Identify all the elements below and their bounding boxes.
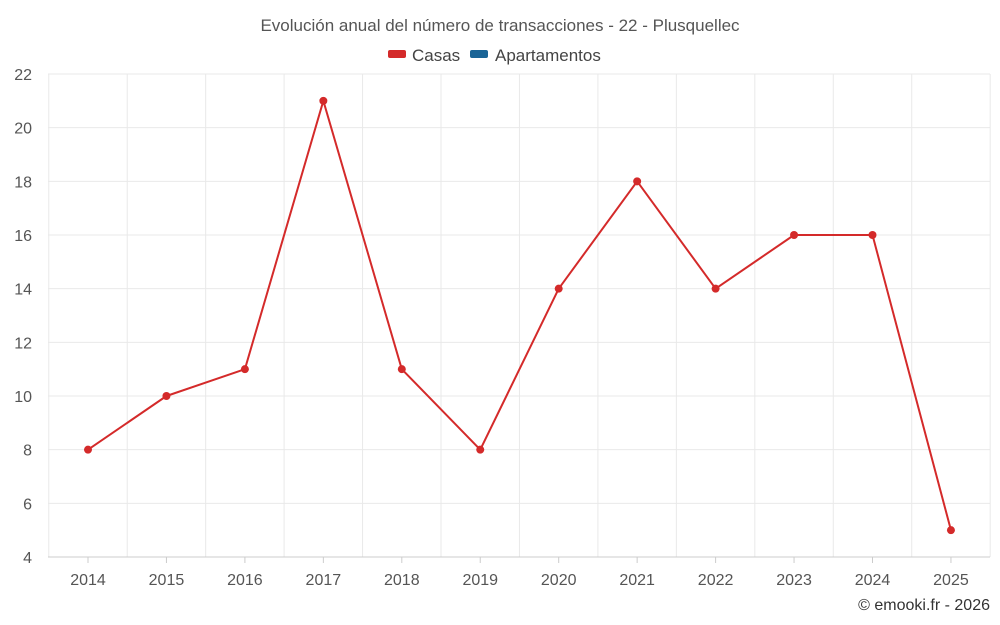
legend-swatch-casas[interactable] — [388, 50, 406, 58]
data-point[interactable] — [84, 445, 92, 454]
x-tick-label: 2018 — [384, 572, 420, 589]
data-point[interactable] — [868, 231, 877, 239]
x-tick-label: 2014 — [70, 572, 106, 589]
data-point[interactable] — [790, 231, 799, 239]
x-tick-label: 2025 — [933, 572, 969, 589]
series-casas — [84, 96, 955, 535]
data-point[interactable] — [711, 284, 720, 293]
x-tick-label: 2019 — [462, 572, 498, 589]
y-tick-label: 4 — [23, 550, 32, 567]
x-tick-label: 2017 — [306, 572, 342, 589]
y-tick-label: 8 — [23, 443, 32, 460]
y-tick-label: 14 — [14, 282, 32, 299]
x-tick-label: 2015 — [149, 572, 185, 589]
x-axis-ticks: 2014 2015 2016 2017 2018 2019 2020 2021 2022 2023… — [70, 557, 969, 589]
x-tick-label: 2020 — [541, 572, 577, 589]
y-tick-label: 12 — [14, 335, 32, 352]
x-tick-label: 2023 — [776, 572, 812, 589]
series-line-casas — [87, 99, 952, 531]
chart-title: Evolución anual del número de transaccio… — [260, 16, 740, 35]
y-tick-label: 16 — [14, 228, 32, 245]
data-point[interactable] — [633, 177, 642, 186]
legend-label-casas[interactable]: Casas — [412, 46, 460, 65]
data-point[interactable] — [162, 392, 171, 400]
credit-text: © emooki.fr - 2026 — [858, 597, 990, 614]
y-axis-ticks: 4 6 8 10 12 14 16 18 20 22 — [14, 67, 32, 567]
legend: Casas Apartamentos — [388, 46, 601, 65]
data-point[interactable] — [946, 526, 955, 535]
y-tick-label: 18 — [14, 174, 32, 191]
legend-label-apartamentos[interactable]: Apartamentos — [495, 46, 601, 65]
data-point[interactable] — [240, 365, 249, 374]
data-point[interactable] — [319, 96, 328, 105]
data-point[interactable] — [476, 445, 485, 454]
data-point[interactable] — [397, 365, 406, 374]
x-tick-label: 2024 — [855, 572, 891, 589]
y-tick-label: 20 — [14, 121, 32, 138]
y-tick-label: 10 — [14, 389, 32, 406]
grid-lines — [48, 73, 991, 557]
y-tick-label: 22 — [14, 67, 32, 84]
data-point[interactable] — [554, 284, 563, 293]
x-tick-label: 2016 — [227, 572, 263, 589]
legend-swatch-apartamentos[interactable] — [470, 50, 488, 58]
y-tick-label: 6 — [23, 496, 32, 513]
x-tick-label: 2021 — [619, 572, 655, 589]
x-tick-label: 2022 — [698, 572, 734, 589]
